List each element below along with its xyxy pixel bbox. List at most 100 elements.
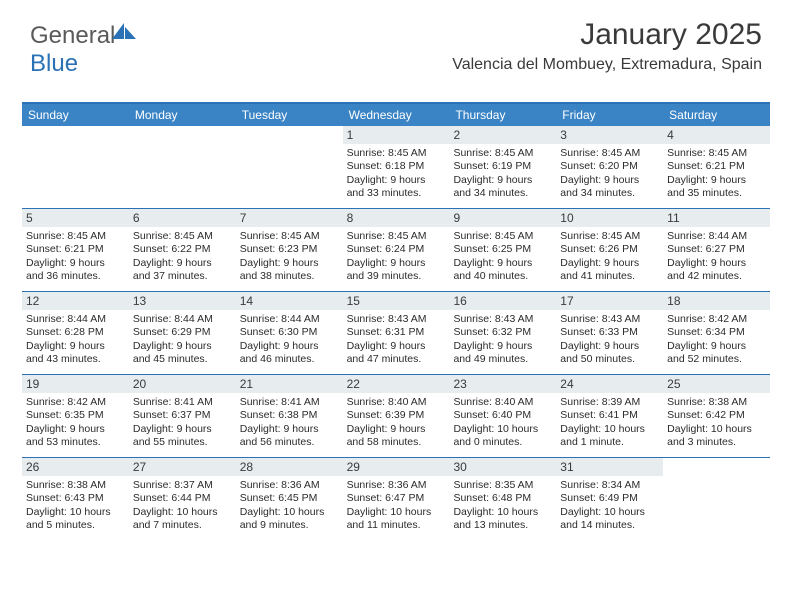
day-details: Sunrise: 8:34 AMSunset: 6:49 PMDaylight:… [560, 479, 659, 533]
day-details: Sunrise: 8:45 AMSunset: 6:21 PMDaylight:… [667, 147, 766, 201]
calendar-week: 12Sunrise: 8:44 AMSunset: 6:28 PMDayligh… [22, 291, 770, 374]
day-number: 29 [343, 458, 450, 476]
calendar-cell: 14 Sunrise: 8:44 AMSunset: 6:30 PMDayligh… [236, 292, 343, 374]
weekday-sat: Saturday [663, 104, 770, 126]
day-number: 22 [343, 375, 450, 393]
day-details: Sunrise: 8:36 AMSunset: 6:47 PMDaylight:… [347, 479, 446, 533]
calendar-cell: 24 Sunrise: 8:39 AMSunset: 6:41 PMDayligh… [556, 375, 663, 457]
calendar-cell: 16Sunrise: 8:43 AMSunset: 6:32 PMDayligh… [449, 292, 556, 374]
calendar-cell: 28 Sunrise: 8:36 AMSunset: 6:45 PMDayligh… [236, 458, 343, 540]
day-details: Sunrise: 8:36 AMSunset: 6:45 PMDaylight:… [240, 479, 339, 533]
day-number: 27 [129, 458, 236, 476]
day-number: 6 [129, 209, 236, 227]
day-details: Sunrise: 8:40 AMSunset: 6:40 PMDaylight:… [453, 396, 552, 450]
day-number: 26 [22, 458, 129, 476]
calendar-cell: 7Sunrise: 8:45 AMSunset: 6:23 PMDaylight… [236, 209, 343, 291]
calendar-cell: 2Sunrise: 8:45 AMSunset: 6:19 PMDaylight… [449, 126, 556, 208]
calendar-cell: 20 Sunrise: 8:41 AMSunset: 6:37 PMDayligh… [129, 375, 236, 457]
calendar-cell: 27Sunrise: 8:37 AMSunset: 6:44 PMDayligh… [129, 458, 236, 540]
page-header: January 2025 Valencia del Mombuey, Extre… [452, 18, 762, 74]
calendar-cell: 23Sunrise: 8:40 AMSunset: 6:40 PMDayligh… [449, 375, 556, 457]
day-details: Sunrise: 8:38 AMSunset: 6:43 PMDaylight:… [26, 479, 125, 533]
calendar-cell: 8Sunrise: 8:45 AMSunset: 6:24 PMDaylight… [343, 209, 450, 291]
weekday-mon: Monday [129, 104, 236, 126]
day-details: Sunrise: 8:41 AMSunset: 6:38 PMDaylight:… [240, 396, 339, 450]
day-number: 12 [22, 292, 129, 310]
day-details: Sunrise: 8:43 AMSunset: 6:33 PMDaylight:… [560, 313, 659, 367]
calendar-cell: 9Sunrise: 8:45 AMSunset: 6:25 PMDaylight… [449, 209, 556, 291]
day-details: Sunrise: 8:44 AMSunset: 6:27 PMDaylight:… [667, 230, 766, 284]
day-number: 13 [129, 292, 236, 310]
calendar-cell [129, 126, 236, 208]
calendar-cell: 13Sunrise: 8:44 AMSunset: 6:29 PMDayligh… [129, 292, 236, 374]
day-number: 3 [556, 126, 663, 144]
day-details: Sunrise: 8:39 AMSunset: 6:41 PMDaylight:… [560, 396, 659, 450]
weekday-wed: Wednesday [343, 104, 450, 126]
day-details: Sunrise: 8:45 AMSunset: 6:18 PMDaylight:… [347, 147, 446, 201]
calendar-cell: 26 Sunrise: 8:38 AMSunset: 6:43 PMDayligh… [22, 458, 129, 540]
day-number: 11 [663, 209, 770, 227]
weekday-header: Sunday Monday Tuesday Wednesday Thursday… [22, 104, 770, 126]
sail-icon [112, 23, 136, 39]
calendar-cell: 1 Sunrise: 8:45 AMSunset: 6:18 PMDaylight… [343, 126, 450, 208]
calendar-cell: 18 Sunrise: 8:42 AMSunset: 6:34 PMDayligh… [663, 292, 770, 374]
day-number: 31 [556, 458, 663, 476]
day-details: Sunrise: 8:43 AMSunset: 6:32 PMDaylight:… [453, 313, 552, 367]
calendar-cell [663, 458, 770, 540]
calendar-week: 5 Sunrise: 8:45 AMSunset: 6:21 PMDaylight… [22, 208, 770, 291]
calendar-cell: 17 Sunrise: 8:43 AMSunset: 6:33 PMDayligh… [556, 292, 663, 374]
day-details: Sunrise: 8:45 AMSunset: 6:20 PMDaylight:… [560, 147, 659, 201]
weekday-tue: Tuesday [236, 104, 343, 126]
day-details: Sunrise: 8:45 AMSunset: 6:25 PMDaylight:… [453, 230, 552, 284]
day-details: Sunrise: 8:40 AMSunset: 6:39 PMDaylight:… [347, 396, 446, 450]
calendar-cell: 21 Sunrise: 8:41 AMSunset: 6:38 PMDayligh… [236, 375, 343, 457]
calendar-week: 1 Sunrise: 8:45 AMSunset: 6:18 PMDaylight… [22, 126, 770, 208]
calendar-cell: 10Sunrise: 8:45 AMSunset: 6:26 PMDayligh… [556, 209, 663, 291]
day-number: 20 [129, 375, 236, 393]
day-details: Sunrise: 8:44 AMSunset: 6:30 PMDaylight:… [240, 313, 339, 367]
weekday-fri: Friday [556, 104, 663, 126]
calendar-cell: 25 Sunrise: 8:38 AMSunset: 6:42 PMDayligh… [663, 375, 770, 457]
calendar: Sunday Monday Tuesday Wednesday Thursday… [22, 102, 770, 540]
calendar-cell: 19Sunrise: 8:42 AMSunset: 6:35 PMDayligh… [22, 375, 129, 457]
day-number: 1 [343, 126, 450, 144]
weekday-thu: Thursday [449, 104, 556, 126]
day-details: Sunrise: 8:42 AMSunset: 6:34 PMDaylight:… [667, 313, 766, 367]
day-details: Sunrise: 8:45 AMSunset: 6:21 PMDaylight:… [26, 230, 125, 284]
brand-word1: General [30, 22, 115, 49]
calendar-cell: 5 Sunrise: 8:45 AMSunset: 6:21 PMDaylight… [22, 209, 129, 291]
day-number: 24 [556, 375, 663, 393]
day-number: 21 [236, 375, 343, 393]
calendar-cell: 31 Sunrise: 8:34 AMSunset: 6:49 PMDayligh… [556, 458, 663, 540]
calendar-week: 19Sunrise: 8:42 AMSunset: 6:35 PMDayligh… [22, 374, 770, 457]
brand-logo: General Blue [30, 22, 136, 78]
day-details: Sunrise: 8:38 AMSunset: 6:42 PMDaylight:… [667, 396, 766, 450]
day-details: Sunrise: 8:45 AMSunset: 6:24 PMDaylight:… [347, 230, 446, 284]
day-number: 14 [236, 292, 343, 310]
day-details: Sunrise: 8:45 AMSunset: 6:22 PMDaylight:… [133, 230, 232, 284]
calendar-cell: 12Sunrise: 8:44 AMSunset: 6:28 PMDayligh… [22, 292, 129, 374]
day-details: Sunrise: 8:45 AMSunset: 6:26 PMDaylight:… [560, 230, 659, 284]
calendar-cell: 6 Sunrise: 8:45 AMSunset: 6:22 PMDaylight… [129, 209, 236, 291]
calendar-grid: 1 Sunrise: 8:45 AMSunset: 6:18 PMDaylight… [22, 126, 770, 540]
calendar-cell [236, 126, 343, 208]
day-number: 7 [236, 209, 343, 227]
day-number: 28 [236, 458, 343, 476]
calendar-cell: 22 Sunrise: 8:40 AMSunset: 6:39 PMDayligh… [343, 375, 450, 457]
day-number: 17 [556, 292, 663, 310]
day-details: Sunrise: 8:35 AMSunset: 6:48 PMDaylight:… [453, 479, 552, 533]
day-details: Sunrise: 8:41 AMSunset: 6:37 PMDaylight:… [133, 396, 232, 450]
day-number: 18 [663, 292, 770, 310]
calendar-cell [22, 126, 129, 208]
day-number: 25 [663, 375, 770, 393]
calendar-cell: 15Sunrise: 8:43 AMSunset: 6:31 PMDayligh… [343, 292, 450, 374]
day-details: Sunrise: 8:43 AMSunset: 6:31 PMDaylight:… [347, 313, 446, 367]
day-number: 30 [449, 458, 556, 476]
location-subtitle: Valencia del Mombuey, Extremadura, Spain [452, 56, 762, 74]
calendar-week: 26 Sunrise: 8:38 AMSunset: 6:43 PMDayligh… [22, 457, 770, 540]
day-number: 5 [22, 209, 129, 227]
day-number: 2 [449, 126, 556, 144]
day-number: 4 [663, 126, 770, 144]
calendar-cell: 30 Sunrise: 8:35 AMSunset: 6:48 PMDayligh… [449, 458, 556, 540]
month-title: January 2025 [452, 18, 762, 52]
